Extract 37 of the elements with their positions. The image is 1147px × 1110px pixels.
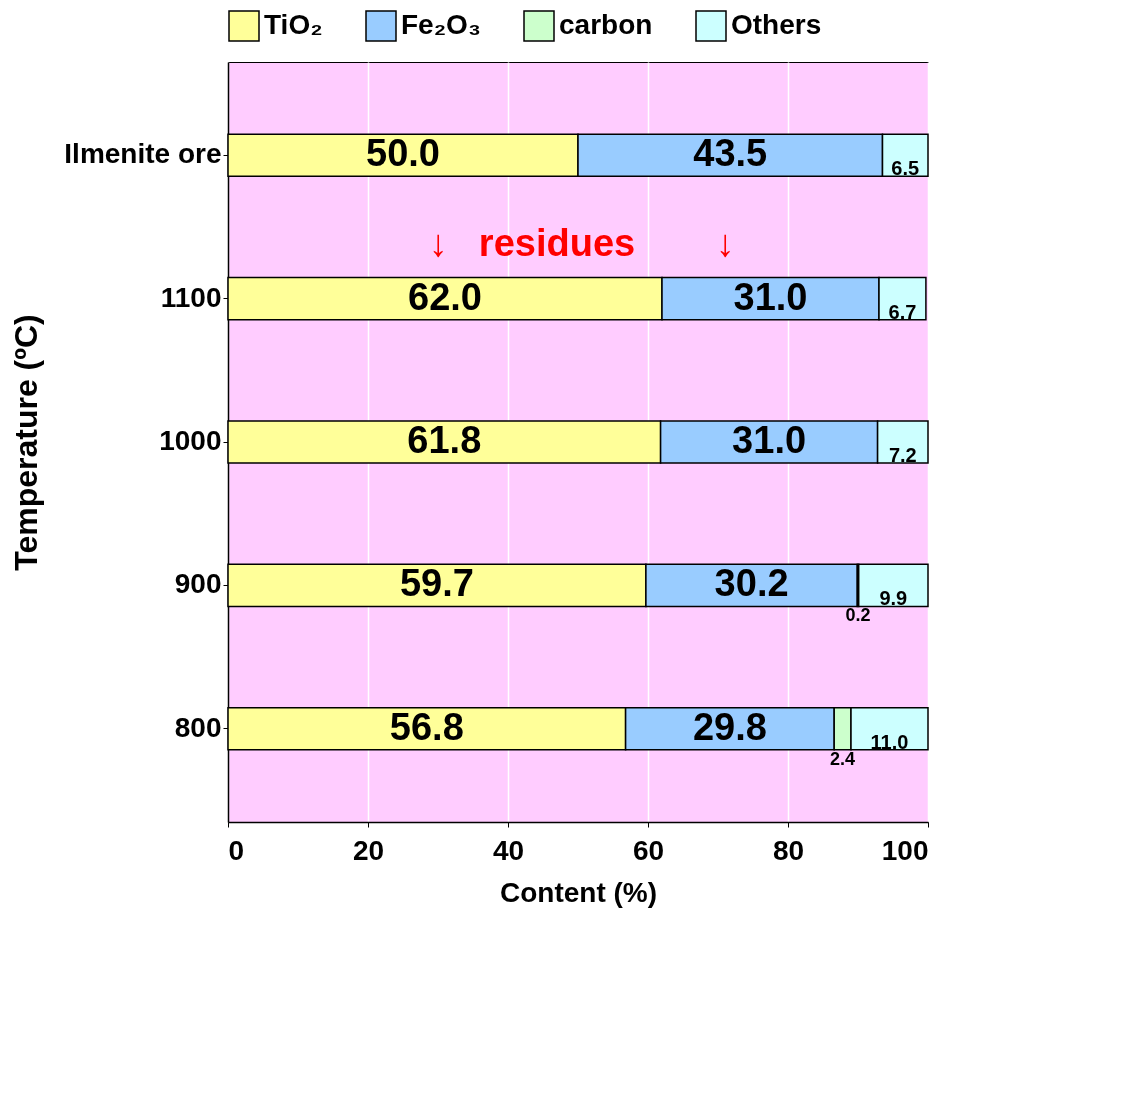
x-tick-label: 40 [492, 834, 525, 866]
data-label: 31.0 [733, 275, 808, 318]
y-tick-label: 800 [174, 711, 222, 743]
x-tick-label: 60 [632, 834, 665, 866]
legend-label: Others [731, 9, 822, 40]
data-label: 30.2 [714, 562, 789, 605]
data-label: 50.0 [366, 132, 440, 175]
data-label: 59.7 [399, 562, 474, 605]
data-label: 29.8 [692, 705, 767, 748]
y-tick-label: 900 [174, 568, 222, 600]
x-tick-label: 0 [228, 834, 245, 866]
data-label: 62.0 [408, 275, 482, 318]
annotation: ↓ [428, 222, 448, 265]
data-label: 11.0 [870, 730, 909, 753]
y-axis-title: Temperature (ºC) [8, 314, 45, 571]
data-label: 56.8 [389, 705, 464, 748]
x-tick-label: 100 [881, 834, 929, 866]
data-label: 2.4 [830, 748, 856, 769]
data-label: 6.5 [891, 157, 920, 180]
data-label: 0.2 [845, 605, 871, 626]
x-tick-label: 20 [352, 834, 385, 866]
y-tick-label: 1000 [159, 425, 222, 456]
data-label: 31.0 [732, 419, 807, 461]
data-label: 9.9 [879, 587, 908, 610]
y-tick-label: 1100 [160, 281, 222, 313]
annotation: residues [478, 222, 636, 265]
data-label: 7.2 [888, 444, 917, 466]
x-tick-label: 80 [772, 834, 805, 866]
annotation: ↓ [715, 222, 735, 265]
data-label: 43.5 [693, 132, 768, 175]
legend-label: TiO₂ [264, 9, 323, 40]
x-axis-title: Content (%) [499, 876, 658, 908]
data-label: 6.7 [888, 300, 917, 323]
data-label: 61.8 [407, 419, 482, 461]
y-tick-label: Ilmenite ore [64, 138, 222, 170]
legend-label: Fe₂O₃ [401, 9, 481, 40]
legend-label: carbon [559, 9, 653, 40]
